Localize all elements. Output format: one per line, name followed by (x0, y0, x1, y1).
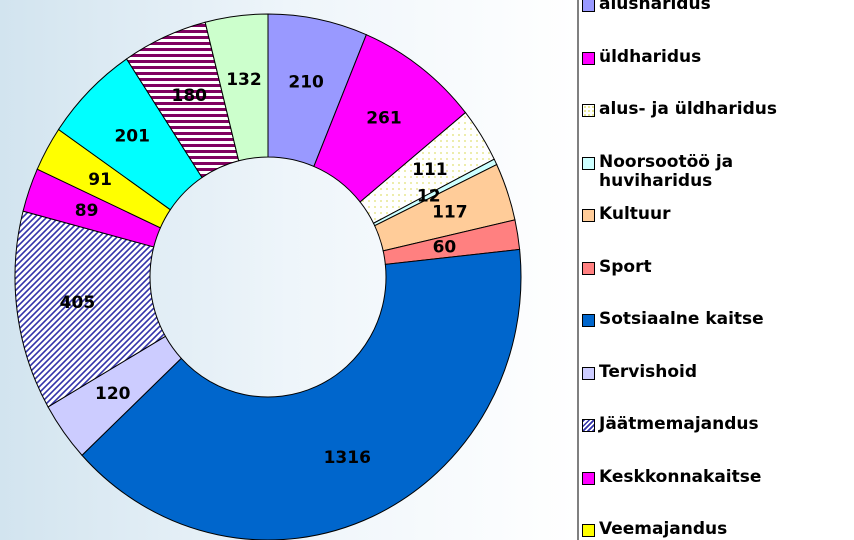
legend-swatch (582, 366, 595, 380)
legend-swatch (582, 156, 595, 170)
legend-item: Kultuur (582, 205, 797, 224)
data-label: 91 (88, 170, 112, 190)
slice (204, 13, 269, 162)
legend-label: Veemajandus (599, 519, 728, 539)
data-label: 60 (433, 237, 457, 257)
data-label: 117 (432, 203, 468, 223)
legend-item: alusharidus (582, 0, 797, 14)
legend-label: Sport (599, 256, 652, 277)
legend-label: Sotsiaalne kaitse (599, 309, 764, 329)
legend-item: Sport (582, 256, 797, 277)
legend-item: üldharidus (582, 46, 797, 67)
legend-label: Keskkonnakaitse (599, 466, 762, 487)
legend-item: Keskkonnakaitse (582, 466, 797, 487)
legend-swatch (582, 419, 595, 432)
legend-item: Tervishoid (582, 361, 797, 382)
data-label: 12 (417, 186, 441, 206)
data-label: 1316 (324, 448, 371, 468)
legend-swatch (582, 51, 595, 65)
legend-swatch (582, 209, 595, 222)
legend-swatch (582, 471, 595, 485)
data-label: 261 (366, 109, 402, 129)
legend-label: Kultuur (599, 204, 671, 224)
legend-swatch (582, 314, 595, 327)
data-label: 210 (288, 72, 324, 92)
legend-item: alus- ja üldharidus (582, 100, 797, 119)
data-label: 132 (226, 70, 262, 90)
slices (14, 13, 522, 540)
legend-item: Noorsootöö ja huviharidus (582, 151, 797, 191)
data-label: 201 (114, 126, 150, 146)
legend-label: Jäätmemajandus (599, 414, 759, 434)
legend-item: Sotsiaalne kaitse (582, 310, 797, 329)
legend-label: alusharidus (599, 0, 711, 14)
slice (81, 248, 522, 540)
legend-label: Tervishoid (599, 361, 698, 382)
legend-swatch (582, 104, 595, 117)
legend-swatch (582, 0, 595, 12)
data-label: 111 (412, 160, 448, 180)
data-label: 89 (75, 201, 99, 221)
legend-label: alus- ja üldharidus (599, 99, 777, 119)
data-label: 120 (95, 384, 131, 404)
data-label: 405 (60, 293, 96, 313)
legend-swatch (582, 261, 595, 275)
legend-swatch (582, 524, 595, 537)
legend-label: üldharidus (599, 46, 702, 67)
data-label: 180 (171, 86, 207, 106)
legend-label: Noorsootöö ja huviharidus (599, 151, 734, 191)
legend-item: Jäätmemajandus (582, 415, 797, 434)
legend-item: Veemajandus (582, 520, 797, 539)
